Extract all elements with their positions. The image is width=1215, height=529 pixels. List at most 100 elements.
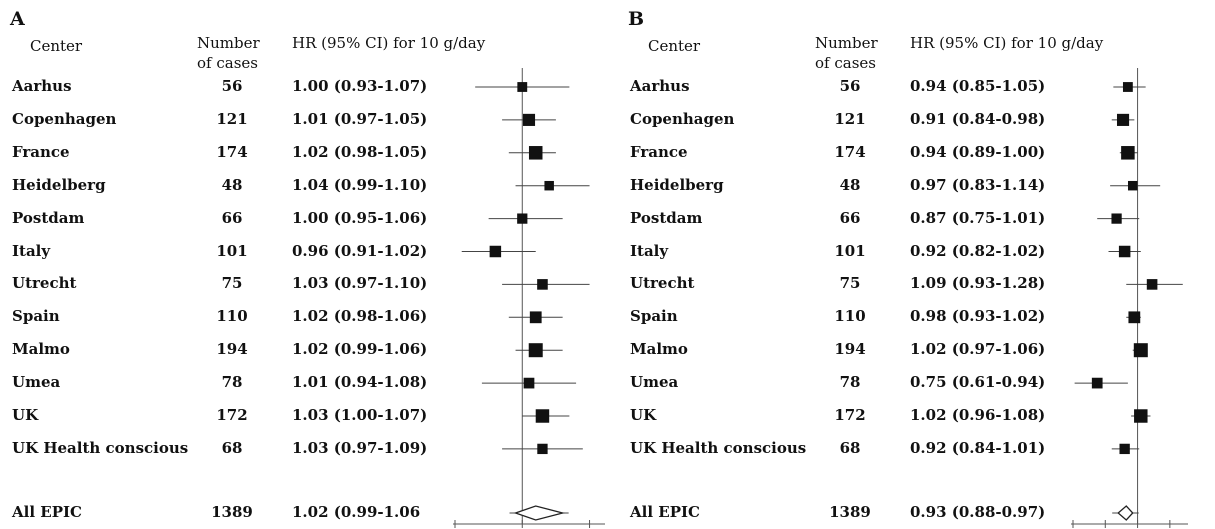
row-hr-ci: 1.03 (0.97-1.09) (292, 438, 428, 457)
row-center-name: Italy (12, 241, 51, 260)
total-hr-ci: 0.93 (0.88-0.97) (910, 503, 1046, 521)
hr-point-square (523, 377, 535, 389)
row-center-name: Umea (12, 373, 61, 392)
row-hr-ci: 1.02 (0.98-1.06) (292, 307, 428, 326)
hr-point-square (537, 279, 548, 290)
row-hr-ci: 0.94 (0.85-1.05) (910, 77, 1046, 95)
row-hr-ci: 0.91 (0.84-0.98) (910, 109, 1046, 128)
header-cases-line1: Number (815, 34, 878, 52)
row-center-name: UK (630, 406, 657, 424)
row-hr-ci: 0.87 (0.75-1.01) (910, 208, 1046, 227)
row-center-name: Spain (12, 307, 60, 326)
row-cases: 66 (839, 208, 861, 227)
hr-point-square (1133, 343, 1148, 358)
row-hr-ci: 1.02 (0.98-1.05) (292, 142, 428, 161)
total-center-name: All EPIC (630, 503, 700, 521)
row-center-name: Utrecht (12, 274, 77, 293)
row-cases: 174 (834, 142, 866, 161)
row-hr-ci: 0.94 (0.89-1.00) (910, 142, 1046, 161)
row-cases: 75 (221, 274, 243, 293)
row-cases: 68 (839, 438, 861, 457)
row-cases: 101 (834, 241, 866, 260)
row-cases: 194 (216, 340, 248, 359)
forest-plot-svg (453, 68, 605, 528)
hr-point-square (1122, 82, 1133, 92)
row-hr-ci: 0.75 (0.61-0.94) (910, 373, 1046, 392)
pooled-estimate-diamond (1117, 505, 1134, 521)
row-cases: 172 (834, 406, 866, 424)
row-cases: 68 (221, 438, 243, 457)
row-center-name: UK Health conscious (630, 438, 807, 457)
row-center-name: Copenhagen (12, 109, 117, 128)
panel-letter: A (10, 8, 25, 30)
row-hr-ci: 0.98 (0.93-1.02) (910, 307, 1046, 326)
row-cases: 121 (216, 109, 248, 128)
row-cases: 48 (221, 175, 243, 194)
row-center-name: Heidelberg (12, 175, 106, 194)
row-hr-ci: 1.03 (1.00-1.07) (292, 406, 428, 424)
row-center-name: Malmo (630, 340, 688, 359)
row-hr-ci: 1.00 (0.93-1.07) (292, 77, 428, 95)
forest-panel-b: B Center Number of cases HR (95% CI) for 10 … (618, 0, 1215, 529)
hr-point-square (1118, 245, 1131, 258)
row-center-name: Malmo (12, 340, 70, 359)
row-cases: 121 (834, 109, 866, 128)
hr-point-square (1121, 146, 1135, 160)
hr-point-square (1111, 213, 1122, 224)
total-cases: 1389 (829, 503, 871, 521)
row-cases: 194 (834, 340, 866, 359)
row-hr-ci: 1.01 (0.94-1.08) (292, 373, 428, 392)
hr-point-square (528, 343, 543, 358)
row-hr-ci: 0.97 (0.83-1.14) (910, 175, 1046, 194)
row-hr-ci: 0.96 (0.91-1.02) (292, 241, 428, 260)
header-cases-line1: Number (197, 34, 260, 52)
row-center-name: Umea (630, 373, 679, 392)
header-hr: HR (95% CI) for 10 g/day (910, 34, 1104, 52)
row-center-name: Spain (630, 307, 678, 326)
header-center: Center (30, 37, 83, 55)
row-center-name: Utrecht (630, 274, 695, 293)
row-cases: 101 (216, 241, 248, 260)
hr-point-square (517, 82, 528, 92)
row-center-name: Copenhagen (630, 109, 735, 128)
row-hr-ci: 1.02 (0.96-1.08) (910, 406, 1046, 424)
row-cases: 75 (839, 274, 861, 293)
hr-point-square (522, 113, 536, 126)
row-center-name: Aarhus (630, 77, 690, 95)
row-cases: 56 (221, 77, 243, 95)
panel-letter: B (628, 8, 645, 30)
row-cases: 110 (834, 307, 866, 326)
forest-plot-svg (1071, 68, 1188, 528)
total-center-name: All EPIC (12, 503, 82, 521)
hr-point-square (1116, 113, 1130, 126)
row-center-name: Postdam (630, 208, 703, 227)
hr-point-square (529, 311, 542, 324)
hr-point-square (517, 213, 528, 224)
row-cases: 48 (839, 175, 861, 194)
header-cases-line2: of cases (197, 54, 258, 72)
row-cases: 110 (216, 307, 248, 326)
row-hr-ci: 0.92 (0.82-1.02) (910, 241, 1046, 260)
pooled-estimate-diamond (513, 505, 566, 521)
hr-point-square (1091, 377, 1103, 389)
row-hr-ci: 1.04 (0.99-1.10) (292, 175, 428, 194)
hr-point-square (1119, 443, 1130, 455)
total-cases: 1389 (211, 503, 253, 521)
hr-point-square (537, 443, 548, 455)
hr-point-square (1127, 180, 1138, 191)
header-cases-line2: of cases (815, 54, 876, 72)
hr-point-square (1134, 409, 1148, 423)
row-center-name: Heidelberg (630, 175, 724, 194)
row-cases: 174 (216, 142, 248, 161)
row-center-name: Postdam (12, 208, 85, 227)
hr-point-square (1146, 279, 1158, 290)
row-center-name: UK Health conscious (12, 438, 189, 457)
row-hr-ci: 1.02 (0.97-1.06) (910, 340, 1046, 359)
row-hr-ci: 0.92 (0.84-1.01) (910, 438, 1046, 457)
row-cases: 172 (216, 406, 248, 424)
hr-point-square (544, 180, 554, 191)
row-hr-ci: 1.01 (0.97-1.05) (292, 109, 428, 128)
row-center-name: Italy (630, 241, 669, 260)
row-center-name: France (12, 142, 70, 161)
total-hr-ci: 1.02 (0.99-1.06 (292, 503, 421, 521)
